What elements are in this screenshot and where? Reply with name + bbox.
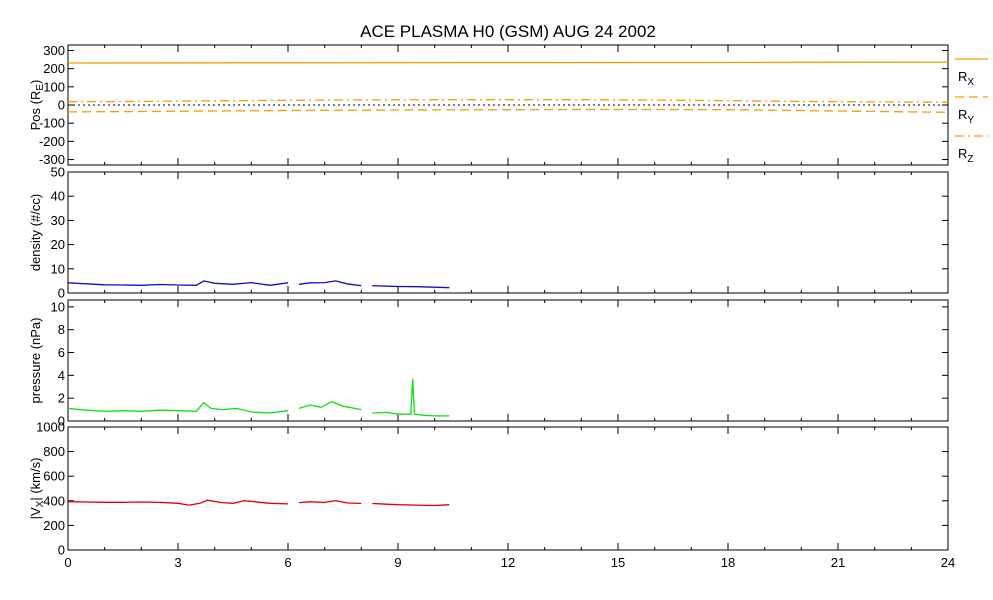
y-tick-label: 100 <box>43 79 65 94</box>
y-tick-label: 40 <box>51 189 65 204</box>
y-tick-label: 0 <box>58 543 65 558</box>
x-tick-label: 15 <box>611 555 625 570</box>
y-tick-label: 600 <box>43 469 65 484</box>
series-line-pressure-0 <box>67 401 289 414</box>
y-axis-label-text: pressure (nPa) <box>28 318 43 404</box>
legend-label-2: RZ <box>958 146 974 165</box>
y-axis-label: |VX| (km/s) <box>28 458 46 520</box>
x-tick-label: 18 <box>721 555 735 570</box>
y-axis-label-text: Pos (R <box>28 91 43 131</box>
series-line-pressure-1 <box>298 400 362 411</box>
y-tick-label: 0 <box>58 414 65 429</box>
series-line-density-1 <box>298 280 362 287</box>
y-tick-label: 30 <box>51 213 65 228</box>
y-tick-label: 1000 <box>36 420 65 435</box>
panel-pressure: 10 8 6 4 2 0 pressure (nPa) <box>28 299 949 429</box>
series-line-position-0 <box>67 61 949 64</box>
x-tick-labels: 0 3 6 9 12 15 18 21 24 <box>64 555 955 570</box>
y-tick-label: 10 <box>51 299 65 314</box>
y-tick-label: 200 <box>43 61 65 76</box>
y-tick-label: 300 <box>43 43 65 58</box>
series-line-velocity-0 <box>67 499 289 506</box>
panel-density: 50 40 30 20 10 0 density (#/cc) <box>28 165 949 301</box>
x-tick-label: 24 <box>941 555 955 570</box>
y-tick-label: 8 <box>58 322 65 337</box>
y-axis-label-text: |V <box>28 507 43 519</box>
y-tick-label: -100 <box>39 116 65 131</box>
y-tick-label: 0 <box>58 286 65 301</box>
x-tick-label: 9 <box>394 555 401 570</box>
y-tick-label: -200 <box>39 134 65 149</box>
legend-label-1: RY <box>958 107 974 126</box>
legend-label-0: RX <box>958 69 974 88</box>
series-line-density-2 <box>372 285 450 289</box>
legend-label-subscript: Z <box>967 154 973 165</box>
series-line-velocity-2 <box>372 502 450 507</box>
chart-title: ACE PLASMA H0 (GSM) AUG 24 2002 <box>360 22 656 41</box>
y-tick-label: 4 <box>58 368 65 383</box>
y-tick-label: 6 <box>58 345 65 360</box>
legend-label-name: R <box>958 69 967 84</box>
legend-label-name: R <box>958 146 967 161</box>
y-tick-label: 200 <box>43 518 65 533</box>
y-axis-label-subscript: E <box>35 84 46 91</box>
x-tick-label: 12 <box>501 555 515 570</box>
y-tick-label: 50 <box>51 165 65 180</box>
x-tick-label: 21 <box>831 555 845 570</box>
y-tick-label: 0 <box>58 98 65 113</box>
y-tick-label: 10 <box>51 261 65 276</box>
series-line-density-0 <box>67 280 289 286</box>
plot-frame <box>67 426 949 551</box>
plot-frame <box>67 299 949 422</box>
y-axis-label: Pos (RE) <box>28 80 46 131</box>
plot-frame <box>67 171 949 294</box>
y-tick-label: 2 <box>58 391 65 406</box>
y-tick-label: 400 <box>43 493 65 508</box>
series-line-position-2 <box>67 99 949 103</box>
y-tick-label: 800 <box>43 444 65 459</box>
y-tick-label: -300 <box>39 152 65 167</box>
series-line-position-1 <box>67 108 949 113</box>
panel-velocity: 1000 800 600 400 200 0 |VX| (km/s) <box>28 420 949 558</box>
y-axis-label-text: density (#/cc) <box>28 194 43 271</box>
y-tick-label: 20 <box>51 237 65 252</box>
x-tick-label: 3 <box>174 555 181 570</box>
y-axis-label-text-end: | (km/s) <box>28 458 43 501</box>
y-axis-label: density (#/cc) <box>28 194 43 271</box>
series-line-pressure-2 <box>372 378 450 417</box>
x-tick-label: 6 <box>284 555 291 570</box>
legend-label-subscript: X <box>967 77 974 88</box>
series-line-velocity-1 <box>298 499 362 505</box>
legend-label-subscript: Y <box>967 115 974 126</box>
y-axis-label-subscript: X <box>35 500 46 507</box>
x-tick-label: 0 <box>64 555 71 570</box>
y-axis-label: pressure (nPa) <box>28 318 43 404</box>
y-axis-label-text-end: ) <box>28 80 43 84</box>
legend-label-name: R <box>958 107 967 122</box>
